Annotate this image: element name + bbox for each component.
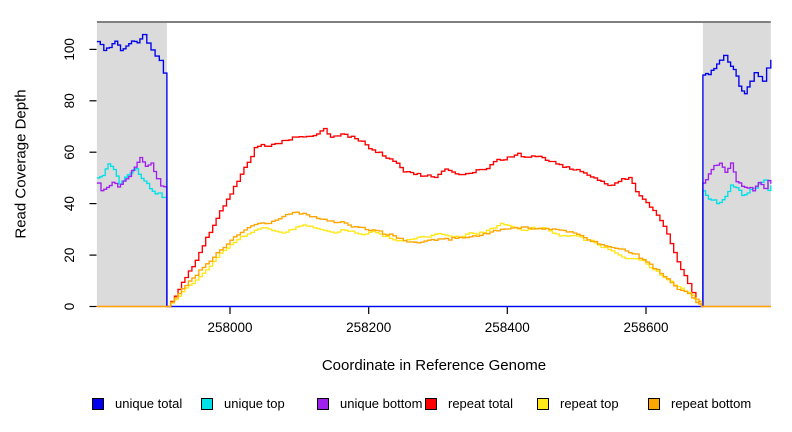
y-tick-label: 60 <box>62 145 77 160</box>
x-tick-label: 258600 <box>623 320 668 335</box>
y-tick-label: 40 <box>62 196 77 211</box>
series-line-unique-bottom <box>96 156 772 308</box>
series-line-repeat-total <box>96 127 771 308</box>
y-tick-label: 20 <box>62 248 77 263</box>
x-axis-title: Coordinate in Reference Genome <box>321 357 547 374</box>
y-axis-title: Read Coverage Depth <box>12 89 30 239</box>
y-tick-label: 0 <box>62 303 77 311</box>
x-tick-label: 258200 <box>346 320 391 335</box>
series-line-repeat-top <box>96 222 771 308</box>
y-tick-label: 100 <box>62 38 77 61</box>
series-line-unique-total <box>96 33 772 308</box>
x-tick-label: 258400 <box>485 320 530 335</box>
x-tick-label: 258000 <box>207 320 252 335</box>
series-line-repeat-bottom <box>96 211 771 308</box>
shaded-region-1 <box>702 22 771 307</box>
y-tick-label: 80 <box>62 93 77 108</box>
